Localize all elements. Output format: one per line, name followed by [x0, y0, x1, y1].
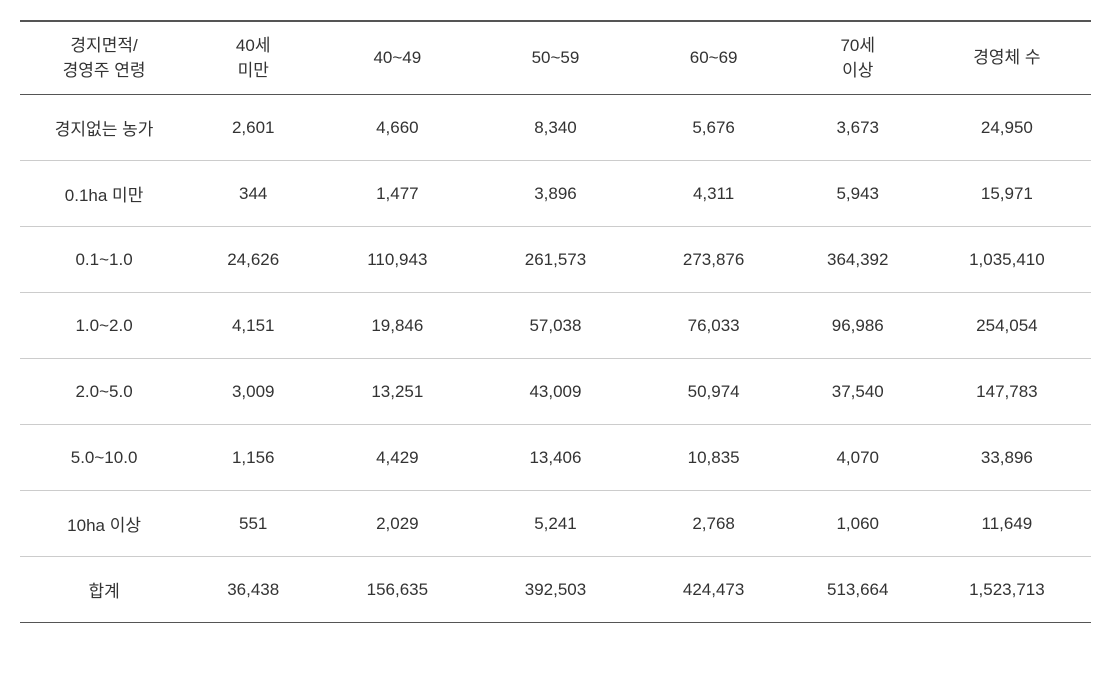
cell-value: 1,156 [188, 425, 318, 491]
cell-value: 36,438 [188, 557, 318, 623]
col-header: 60~69 [635, 21, 793, 95]
cell-value: 24,626 [188, 227, 318, 293]
cell-value: 43,009 [476, 359, 634, 425]
col-header: 50~59 [476, 21, 634, 95]
cell-value: 392,503 [476, 557, 634, 623]
row-label: 0.1~1.0 [20, 227, 188, 293]
col-header: 40세 미만 [188, 21, 318, 95]
col-header: 경영체 수 [923, 21, 1091, 95]
cell-value: 19,846 [318, 293, 476, 359]
col-header-line1: 경영체 수 [973, 48, 1040, 67]
row-label: 10ha 이상 [20, 491, 188, 557]
col-header-line1: 경지면적/ [70, 36, 137, 55]
table-row: 0.1ha 미만 344 1,477 3,896 4,311 5,943 15,… [20, 161, 1091, 227]
table-row: 10ha 이상 551 2,029 5,241 2,768 1,060 11,6… [20, 491, 1091, 557]
cell-value: 11,649 [923, 491, 1091, 557]
cell-value: 2,601 [188, 95, 318, 161]
table-row: 5.0~10.0 1,156 4,429 13,406 10,835 4,070… [20, 425, 1091, 491]
cell-value: 5,676 [635, 95, 793, 161]
cell-value: 13,406 [476, 425, 634, 491]
cell-value: 1,477 [318, 161, 476, 227]
col-header: 경지면적/ 경영주 연령 [20, 21, 188, 95]
col-header-line2: 경영주 연령 [63, 61, 146, 80]
cell-value: 1,035,410 [923, 227, 1091, 293]
cell-value: 261,573 [476, 227, 634, 293]
cell-value: 1,523,713 [923, 557, 1091, 623]
row-label: 5.0~10.0 [20, 425, 188, 491]
cell-value: 364,392 [793, 227, 923, 293]
cell-value: 254,054 [923, 293, 1091, 359]
cell-value: 513,664 [793, 557, 923, 623]
row-label: 1.0~2.0 [20, 293, 188, 359]
row-label: 합계 [20, 557, 188, 623]
table-row-total: 합계 36,438 156,635 392,503 424,473 513,66… [20, 557, 1091, 623]
cell-value: 3,009 [188, 359, 318, 425]
row-label: 0.1ha 미만 [20, 161, 188, 227]
cell-value: 13,251 [318, 359, 476, 425]
table-row: 경지없는 농가 2,601 4,660 8,340 5,676 3,673 24… [20, 95, 1091, 161]
col-header-line1: 60~69 [690, 48, 738, 67]
cell-value: 10,835 [635, 425, 793, 491]
cell-value: 1,060 [793, 491, 923, 557]
cell-value: 57,038 [476, 293, 634, 359]
col-header: 70세 이상 [793, 21, 923, 95]
cell-value: 4,311 [635, 161, 793, 227]
col-header-line1: 50~59 [532, 48, 580, 67]
cell-value: 4,151 [188, 293, 318, 359]
cell-value: 15,971 [923, 161, 1091, 227]
cell-value: 5,241 [476, 491, 634, 557]
cell-value: 424,473 [635, 557, 793, 623]
col-header: 40~49 [318, 21, 476, 95]
cell-value: 3,673 [793, 95, 923, 161]
cell-value: 2,768 [635, 491, 793, 557]
cell-value: 50,974 [635, 359, 793, 425]
row-label: 2.0~5.0 [20, 359, 188, 425]
table-row: 1.0~2.0 4,151 19,846 57,038 76,033 96,98… [20, 293, 1091, 359]
cell-value: 2,029 [318, 491, 476, 557]
cell-value: 110,943 [318, 227, 476, 293]
cell-value: 4,660 [318, 95, 476, 161]
col-header-line1: 40~49 [373, 48, 421, 67]
cell-value: 37,540 [793, 359, 923, 425]
col-header-line2: 미만 [238, 61, 269, 80]
cell-value: 273,876 [635, 227, 793, 293]
row-label: 경지없는 농가 [20, 95, 188, 161]
cell-value: 96,986 [793, 293, 923, 359]
cell-value: 4,070 [793, 425, 923, 491]
data-table: 경지면적/ 경영주 연령 40세 미만 40~49 50~59 60~69 70… [20, 20, 1091, 623]
cell-value: 5,943 [793, 161, 923, 227]
cell-value: 24,950 [923, 95, 1091, 161]
cell-value: 551 [188, 491, 318, 557]
table-row: 0.1~1.0 24,626 110,943 261,573 273,876 3… [20, 227, 1091, 293]
col-header-line1: 70세 [840, 36, 875, 55]
table-row: 2.0~5.0 3,009 13,251 43,009 50,974 37,54… [20, 359, 1091, 425]
col-header-line2: 이상 [842, 61, 873, 80]
cell-value: 4,429 [318, 425, 476, 491]
col-header-line1: 40세 [236, 36, 271, 55]
cell-value: 3,896 [476, 161, 634, 227]
table-header-row: 경지면적/ 경영주 연령 40세 미만 40~49 50~59 60~69 70… [20, 21, 1091, 95]
cell-value: 33,896 [923, 425, 1091, 491]
cell-value: 344 [188, 161, 318, 227]
cell-value: 156,635 [318, 557, 476, 623]
cell-value: 76,033 [635, 293, 793, 359]
cell-value: 8,340 [476, 95, 634, 161]
cell-value: 147,783 [923, 359, 1091, 425]
